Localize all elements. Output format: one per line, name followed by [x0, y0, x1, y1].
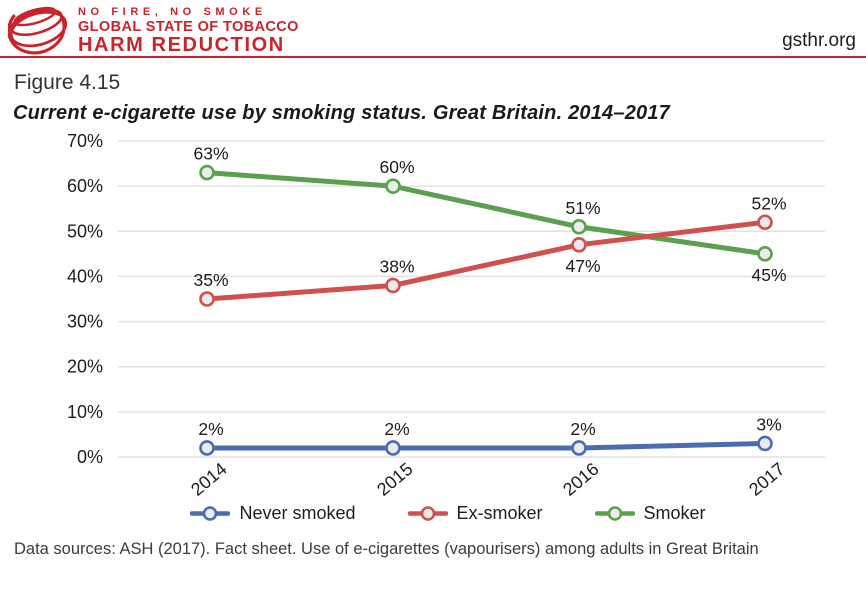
data-point-smoker [571, 218, 587, 235]
legend-item-ex-smoker: Ex-smoker [407, 503, 543, 524]
x-tick-label: 2015 [373, 459, 417, 499]
y-tick-label: 70% [67, 131, 103, 151]
legend-label: Smoker [643, 503, 706, 523]
data-label-ex-smoker: 38% [379, 256, 414, 276]
legend-marker-smoker [594, 506, 635, 521]
data-label-never-smoked: 2% [198, 419, 223, 439]
data-point-smoker [385, 178, 401, 194]
data-point-never-smoked [199, 440, 215, 456]
data-sources: Data sources: ASH (2017). Fact sheet. Us… [14, 540, 759, 558]
data-label-never-smoked: 3% [756, 414, 781, 434]
series-line-ex-smoker [204, 219, 768, 302]
line-chart: 0% 10% 20% 30% 40% 50% 60% 70% 2014 2015 2016 2017 6… [67, 131, 825, 499]
y-tick-label: 50% [67, 221, 103, 241]
data-label-never-smoked: 2% [570, 419, 595, 439]
chart-legend: Never smoked Ex-smoker Smoker [0, 503, 866, 524]
figure-label: Figure 4.15 [14, 71, 121, 94]
data-point-ex-smoker [385, 277, 401, 294]
legend-marker-ex-smoker [407, 506, 448, 521]
gsthr-logo [8, 6, 68, 55]
y-tick-label: 60% [67, 176, 103, 196]
y-tick-label: 10% [67, 402, 103, 422]
data-point-never-smoked [757, 435, 773, 452]
data-label-smoker: 63% [193, 144, 228, 164]
data-point-ex-smoker [757, 214, 773, 231]
data-label-ex-smoker: 52% [751, 193, 786, 213]
x-tick-label: 2014 [187, 459, 231, 499]
legend-label: Never smoked [239, 503, 356, 523]
x-tick-label: 2016 [559, 459, 603, 499]
y-tick-label: 0% [77, 447, 103, 467]
data-label-ex-smoker: 47% [565, 256, 600, 276]
legend-item-never-smoked: Never smoked [190, 503, 356, 524]
legend-label: Ex-smoker [456, 503, 543, 523]
y-tick-label: 40% [67, 266, 103, 286]
brand-text: NO FIRE, NO SMOKE GLOBAL STATE OF TOBACC… [78, 6, 299, 56]
data-label-never-smoked: 2% [384, 419, 409, 439]
data-label-smoker: 60% [379, 157, 414, 177]
data-point-ex-smoker [571, 237, 587, 253]
data-label-smoker: 51% [565, 198, 600, 218]
data-label-ex-smoker: 35% [193, 270, 228, 290]
header: NO FIRE, NO SMOKE GLOBAL STATE OF TOBACC… [0, 0, 866, 58]
x-tick-label: 2017 [745, 459, 789, 499]
legend-marker-never-smoked [190, 506, 231, 521]
legend-item-smoker: Smoker [594, 503, 706, 524]
data-point-never-smoked [385, 440, 401, 456]
y-tick-label: 30% [67, 312, 103, 332]
series-line-never-smoked [204, 440, 768, 451]
y-tick-label: 20% [67, 357, 103, 377]
series-line-smoker [204, 170, 768, 257]
data-point-smoker [199, 164, 215, 181]
data-label-smoker: 45% [751, 265, 786, 285]
brand-org-line2: HARM REDUCTION [78, 34, 285, 56]
chart-title: Current e-cigarette use by smoking statu… [13, 102, 670, 124]
gsthr-org-link[interactable]: gsthr.org [782, 30, 856, 51]
data-point-smoker [757, 246, 773, 262]
brand-tagline: NO FIRE, NO SMOKE [78, 6, 267, 18]
brand-org-line1: GLOBAL STATE OF TOBACCO [78, 19, 299, 35]
data-point-ex-smoker [199, 291, 215, 307]
data-point-never-smoked [571, 440, 587, 456]
